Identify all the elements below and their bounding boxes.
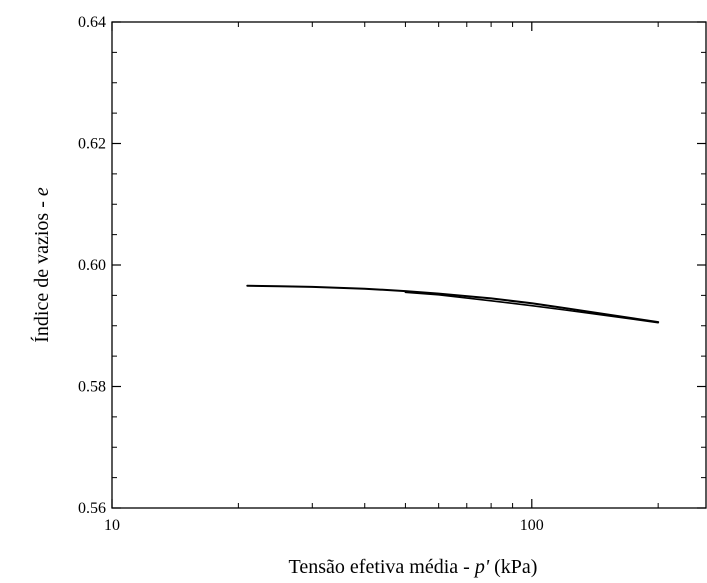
y-tick-label: 0.60 — [78, 257, 106, 274]
series-line-2 — [404, 291, 660, 324]
series-line-1 — [246, 284, 660, 324]
y-axis-title: Índice de vazios - e — [30, 187, 53, 343]
x-axis-ticks: 10 100 — [104, 22, 659, 534]
y-axis-ticks: 0.56 0.58 0.60 0.62 0.64 — [78, 14, 706, 517]
y-tick-label: 0.62 — [78, 136, 106, 153]
data-series — [246, 284, 660, 324]
y-tick-label: 0.64 — [78, 14, 106, 31]
x-tick-label: 100 — [520, 517, 544, 534]
x-tick-label: 10 — [104, 517, 120, 534]
x-axis-title: Tensão efetiva média - p' (kPa) — [289, 556, 538, 578]
y-tick-label: 0.56 — [78, 500, 106, 517]
y-tick-label: 0.58 — [78, 379, 106, 396]
plot-frame — [111, 21, 707, 509]
